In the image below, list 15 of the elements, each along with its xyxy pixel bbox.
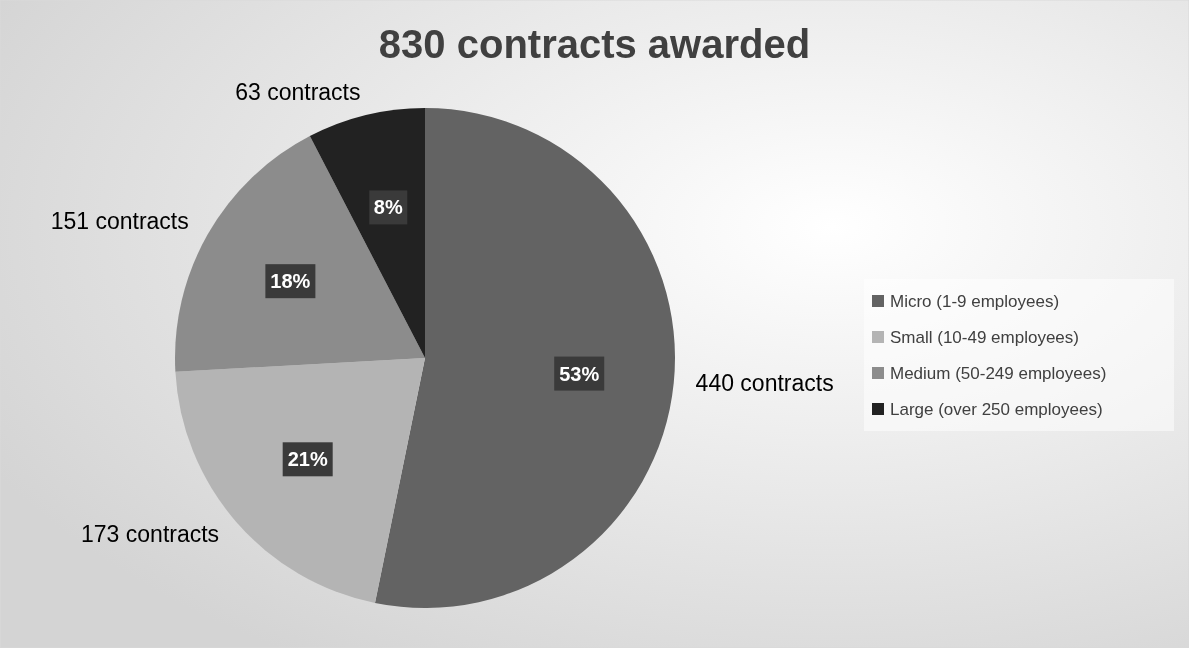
data-label: 151 contracts <box>50 208 189 235</box>
data-label: 63 contracts <box>235 78 361 105</box>
text: 53% <box>559 362 600 385</box>
pie-slice <box>375 108 675 608</box>
legend-label: Large (over 250 employees) <box>890 399 1103 419</box>
text: 8% <box>373 196 403 219</box>
legend-label: Medium (50-249 employees) <box>890 363 1107 383</box>
chart-title: 830 contracts awarded <box>378 22 811 66</box>
pie-slice <box>309 108 425 358</box>
legend-label: Micro (1-9 employees) <box>890 291 1060 311</box>
data-label: 440 contracts <box>695 370 834 397</box>
data-label: 173 contracts <box>81 520 220 547</box>
legend-label: Small (10-49 employees) <box>890 327 1079 347</box>
text: 21% <box>287 448 328 471</box>
text: 18% <box>270 270 311 293</box>
